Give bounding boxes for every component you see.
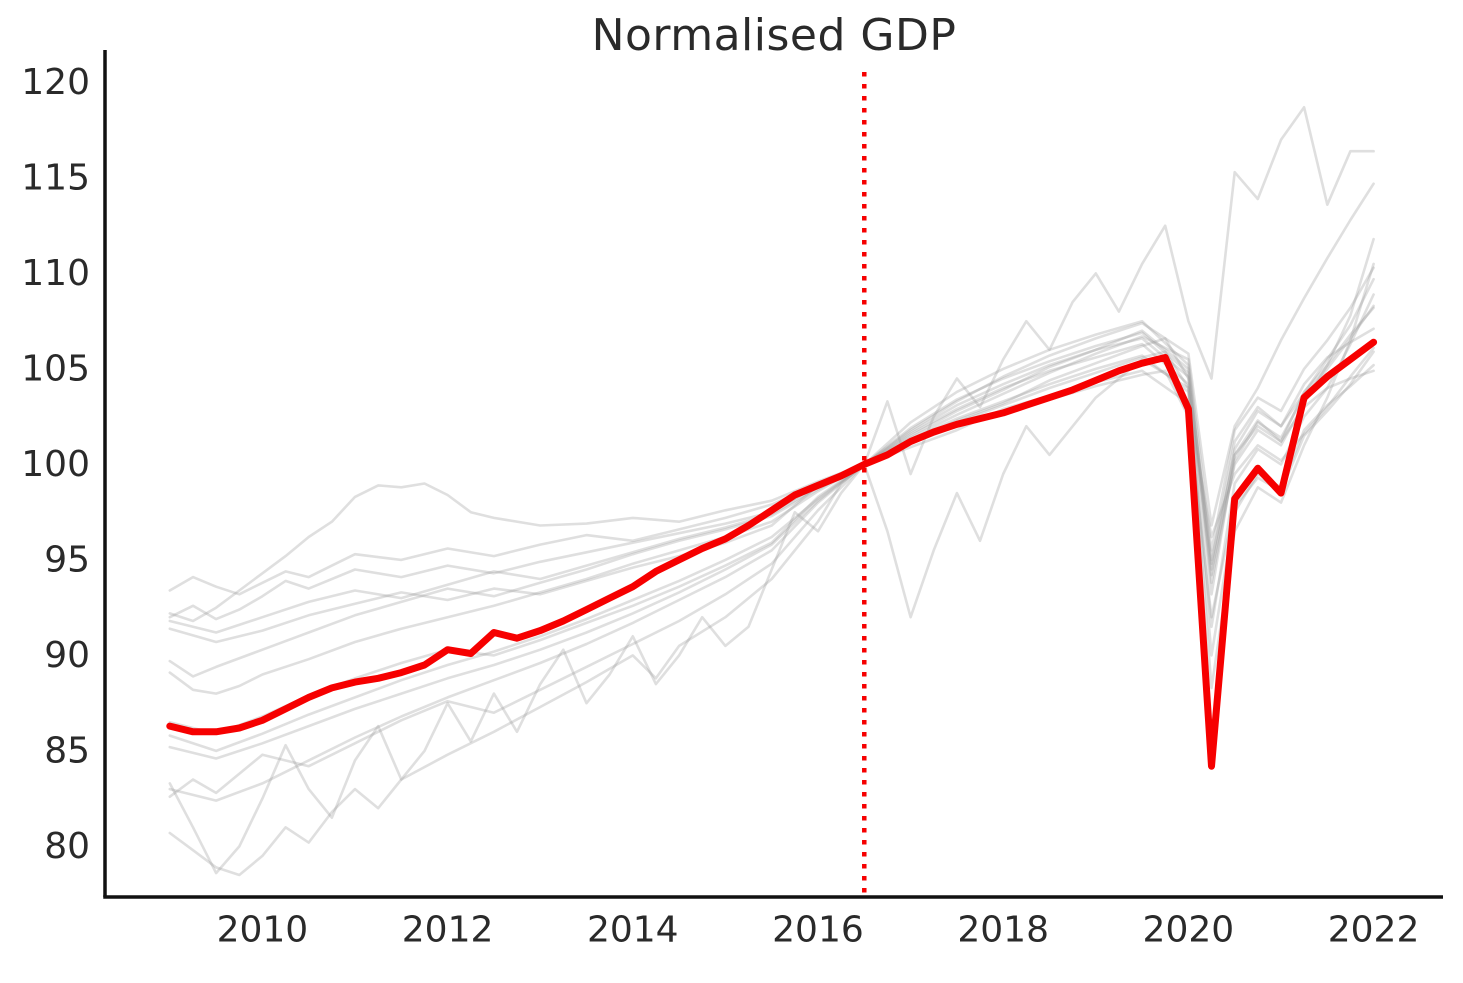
background-series-line xyxy=(168,293,1375,695)
background-series-line xyxy=(168,106,1375,875)
x-tick-label: 2012 xyxy=(402,910,494,951)
y-tick-label: 110 xyxy=(21,253,90,294)
y-tick-label: 90 xyxy=(44,635,90,676)
x-tick-label: 2014 xyxy=(587,910,679,951)
x-tick-label: 2016 xyxy=(772,910,864,951)
y-tick-label: 85 xyxy=(44,730,90,771)
y-tick-label: 80 xyxy=(44,826,90,867)
y-tick-label: 105 xyxy=(21,348,90,389)
background-series-line xyxy=(168,262,1375,877)
background-series-line xyxy=(168,319,1375,799)
x-tick-label: 2018 xyxy=(957,910,1049,951)
x-tick-label: 2022 xyxy=(1328,910,1420,951)
highlighted-series-line xyxy=(166,338,1378,770)
x-tick-label: 2020 xyxy=(1143,910,1235,951)
chart-title: Normalised GDP xyxy=(591,10,957,61)
y-tick-label: 115 xyxy=(21,157,90,198)
x-tick-label: 2010 xyxy=(217,910,309,951)
y-tick-label: 100 xyxy=(21,444,90,485)
background-series-line xyxy=(168,346,1375,623)
y-tick-label: 95 xyxy=(44,539,90,580)
y-tick-label: 120 xyxy=(21,62,90,103)
